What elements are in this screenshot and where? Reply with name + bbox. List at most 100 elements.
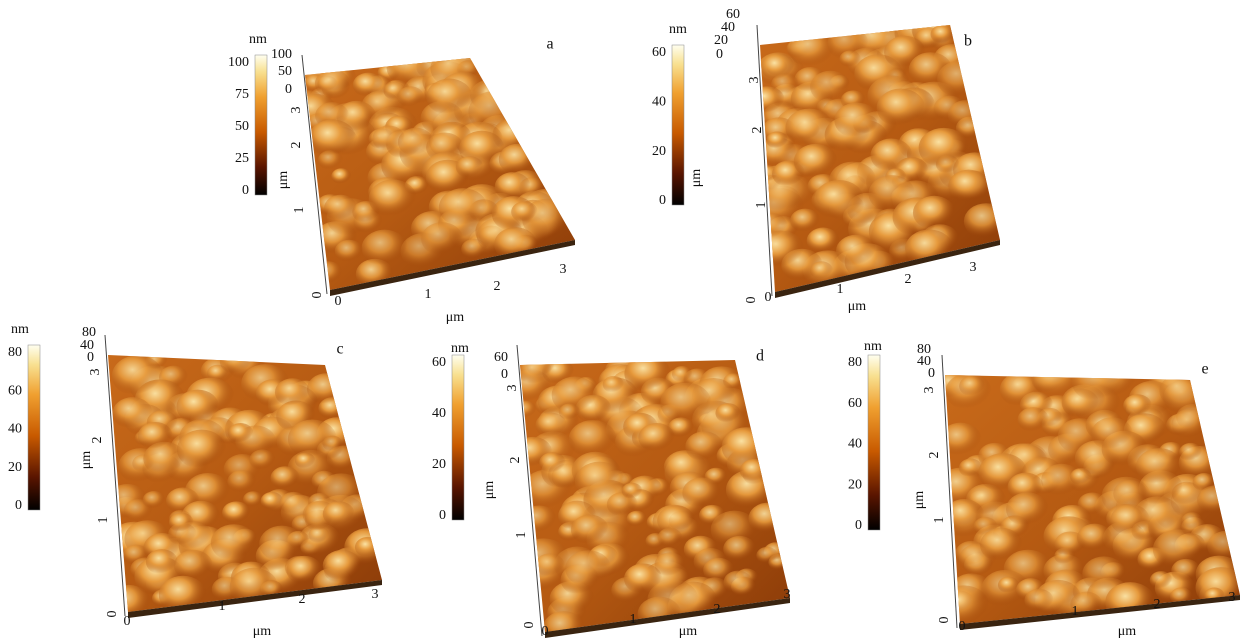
x-unit: μm [446, 310, 465, 325]
grain [740, 459, 769, 482]
y-tick: 1 [292, 207, 307, 214]
grain [913, 196, 955, 230]
colorbar-tick: 20 [8, 460, 22, 475]
colorbar-tick: 100 [228, 55, 249, 70]
y-tick: 3 [88, 369, 103, 376]
x-tick: 3 [784, 587, 791, 602]
grain [565, 550, 611, 587]
colorbar-tick: 80 [8, 345, 22, 360]
grain [655, 552, 686, 577]
y-tick: 0 [744, 297, 759, 304]
grain [288, 420, 337, 459]
grain [511, 201, 538, 222]
colorbar-unit: nm [249, 32, 267, 47]
x-tick: 0 [542, 624, 549, 639]
grain [270, 466, 299, 489]
x-tick: 1 [425, 287, 432, 302]
grain [715, 403, 740, 423]
grain [1193, 473, 1216, 491]
z-tick: 0 [285, 82, 292, 97]
grain [810, 261, 833, 280]
grain [315, 69, 350, 97]
x-tick: 1 [837, 282, 844, 297]
grain [948, 170, 989, 203]
grain [756, 547, 778, 564]
z-tick: 100 [271, 47, 292, 62]
x-tick: 2 [905, 272, 912, 287]
colorbar-tick: 25 [235, 151, 249, 166]
grain [575, 462, 625, 502]
grain [1091, 417, 1133, 450]
grain [539, 452, 566, 473]
panel-label: c [336, 341, 343, 358]
grain [761, 53, 795, 80]
z-tick: 0 [501, 367, 508, 382]
colorbar-tick: 40 [8, 422, 22, 437]
colorbar [28, 345, 40, 510]
grain [723, 571, 752, 594]
y-tick: 2 [508, 457, 523, 464]
grain [638, 423, 675, 452]
grain [324, 195, 357, 221]
grain [810, 71, 850, 103]
grain [723, 536, 756, 562]
grain [559, 404, 580, 421]
grain [146, 549, 178, 575]
colorbar-tick: 0 [242, 183, 249, 198]
grain [439, 188, 488, 227]
grain [869, 175, 916, 212]
y-unit: μm [689, 169, 704, 188]
y-unit: μm [912, 491, 927, 510]
grain [323, 550, 362, 581]
grain [571, 515, 609, 545]
grain [1082, 556, 1126, 591]
y-tick: 2 [90, 437, 105, 444]
grain [834, 102, 879, 138]
y-tick: 3 [922, 387, 937, 394]
x-tick: 2 [299, 592, 306, 607]
y-tick: 2 [289, 142, 304, 149]
grain [931, 25, 955, 44]
y-unit: μm [79, 451, 94, 470]
x-tick: 1 [1072, 604, 1079, 619]
z-tick: 50 [278, 64, 292, 79]
y-tick: 0 [522, 622, 537, 629]
colorbar [868, 355, 880, 530]
grain [514, 401, 536, 419]
afm-panel: nm806040200804003210μm0123μmc [8, 322, 392, 639]
grain [112, 355, 163, 396]
panel-label: d [756, 348, 764, 365]
grain [622, 483, 643, 499]
grain [362, 230, 408, 267]
grain [426, 79, 472, 116]
grain [980, 528, 1023, 562]
colorbar-tick: 0 [855, 518, 862, 533]
grain [397, 86, 424, 107]
grain [657, 506, 695, 536]
colorbar-tick: 0 [15, 498, 22, 513]
colorbar-tick: 80 [848, 355, 862, 370]
grain [138, 422, 173, 450]
y-tick: 0 [105, 611, 120, 618]
colorbar-tick: 75 [235, 87, 249, 102]
z-tick: 60 [494, 350, 508, 365]
grain [1171, 559, 1200, 582]
x-tick: 3 [1229, 590, 1236, 605]
colorbar-tick: 40 [432, 406, 446, 421]
grain [948, 100, 984, 129]
grain [331, 168, 351, 184]
colorbar-tick: 20 [652, 144, 666, 159]
colorbar-tick: 20 [432, 457, 446, 472]
grain [937, 60, 984, 98]
grain [1024, 589, 1053, 612]
grain [1072, 361, 1123, 402]
colorbar-tick: 40 [848, 437, 862, 452]
y-tick: 3 [747, 77, 762, 84]
grain [789, 31, 835, 68]
grain [1159, 374, 1202, 408]
grain [1006, 492, 1049, 526]
x-tick: 1 [630, 612, 637, 627]
x-tick: 2 [494, 279, 501, 294]
